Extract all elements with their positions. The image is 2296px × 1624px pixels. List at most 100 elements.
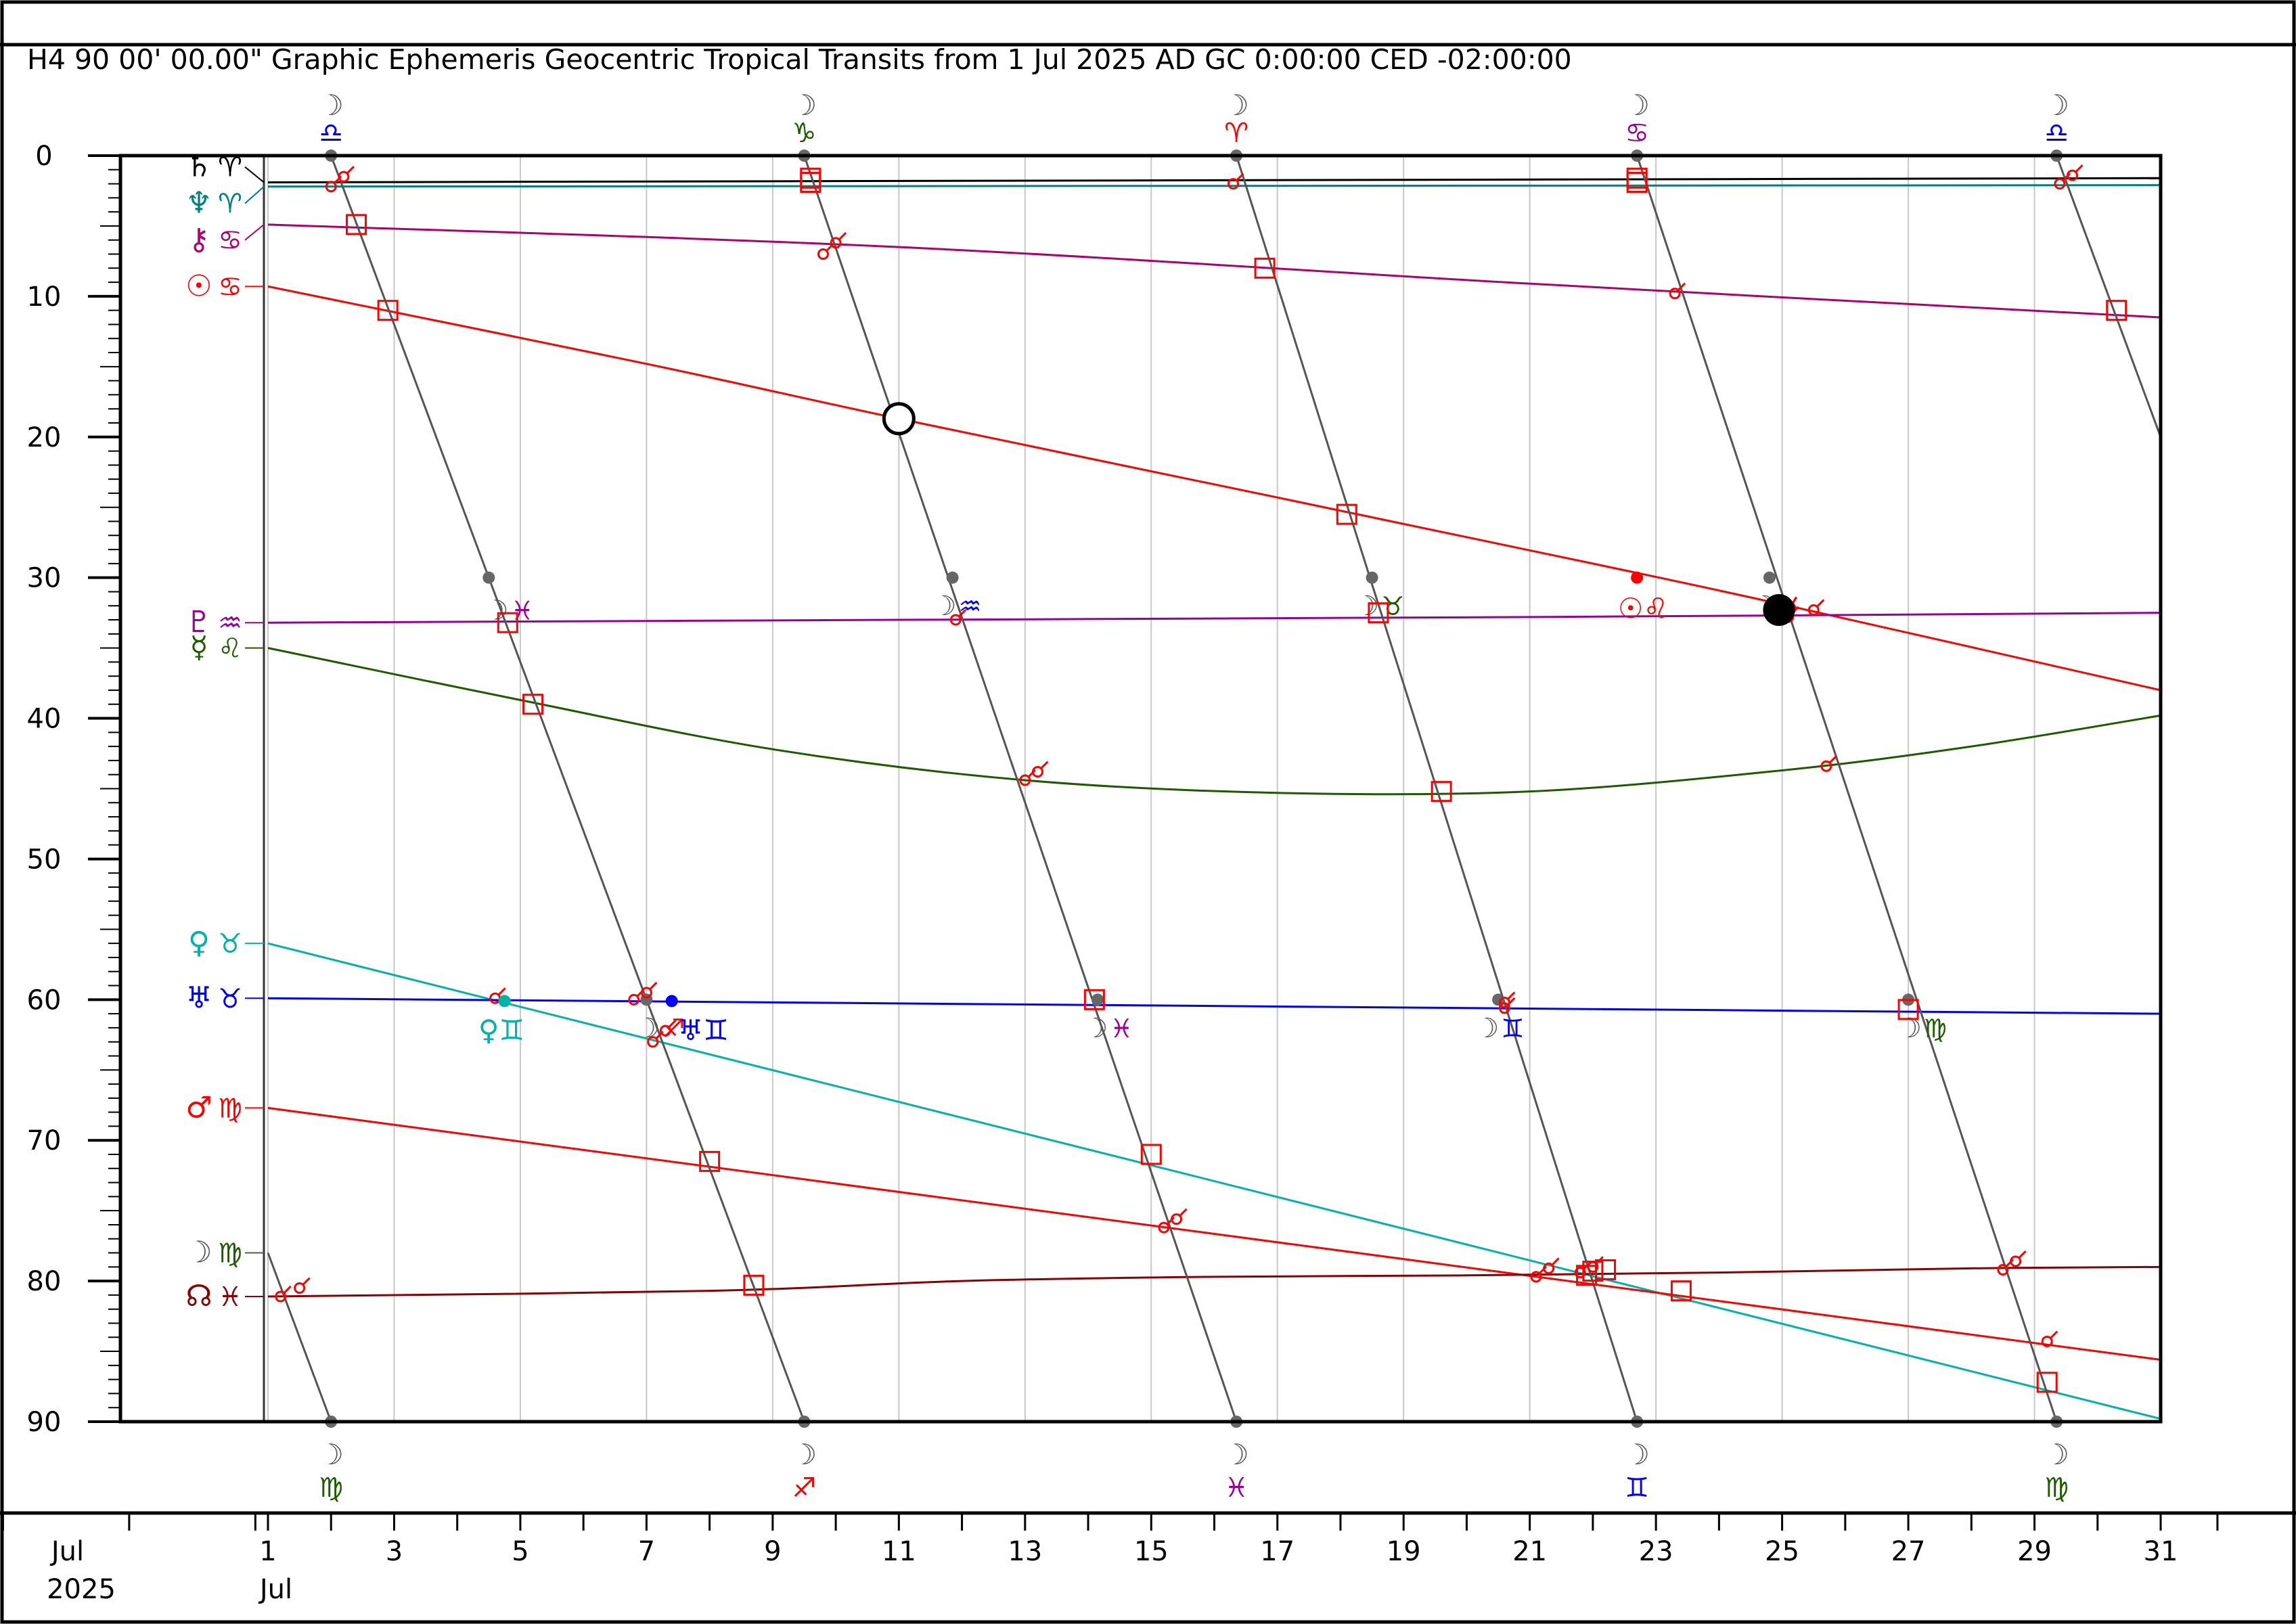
full-moon-marker — [882, 402, 916, 436]
series-sign-node: ♓ — [218, 1282, 242, 1313]
aspect-glyph-stem — [497, 987, 506, 996]
aspect-glyph — [1498, 996, 1510, 1008]
series-sign-chiron: ♋ — [218, 225, 242, 256]
moon-mid-dot — [1091, 993, 1104, 1006]
x-tick-label: 17 — [1260, 1536, 1295, 1567]
series-line-pluto — [267, 612, 2161, 624]
aspect-glyph-stem — [2005, 1259, 2014, 1267]
aspect-glyph — [628, 993, 640, 1006]
moon-ingress-sign: ♍ — [1924, 1014, 1947, 1043]
aspect-glyph — [2054, 178, 2066, 190]
moon-segment — [1636, 155, 2058, 1422]
square-aspect — [1368, 602, 1389, 624]
series-line-saturn — [267, 177, 2161, 183]
aspect-glyph-stem — [649, 981, 658, 990]
moon-top-glyph: ☽ — [2044, 89, 2069, 122]
annotation-label: ☉♌ — [1618, 591, 1669, 625]
moon-bottom-glyph: ☽ — [318, 1438, 344, 1471]
aspect-glyph — [1543, 1262, 1555, 1274]
moon-ingress-glyph: ☽ — [1475, 1013, 1499, 1044]
aspect-marks: ♀♊ ♅♊ ☉♌ — [275, 164, 2128, 1393]
series-sign-neptune: ♈ — [218, 189, 242, 220]
aspect-glyph — [1669, 288, 1681, 300]
station-dot — [1631, 571, 1644, 584]
x-start-month: Jul — [49, 1536, 84, 1567]
aspect-glyph-stem — [668, 1020, 677, 1029]
series-glyph-neptune: ♆ — [185, 186, 212, 221]
moon-segment — [330, 155, 805, 1422]
y-tick-label: 60 — [27, 985, 62, 1016]
x-first-month-label: Jul — [258, 1574, 292, 1605]
aspect-glyph — [275, 1290, 287, 1303]
aspect-glyph — [949, 614, 962, 626]
aspect-glyph — [1498, 1002, 1510, 1014]
square-aspect — [346, 214, 367, 235]
series-glyph-pluto: ♇ — [185, 605, 212, 639]
planet-lines — [267, 177, 2161, 1420]
aspect-glyph-stem — [283, 1285, 292, 1294]
series-leader-neptune — [244, 185, 265, 204]
moon-top-sign: ♎ — [319, 118, 343, 149]
y-tick-label: 20 — [27, 422, 62, 453]
series-line-chiron — [267, 223, 2161, 319]
series-sign-sun: ♋ — [218, 271, 242, 302]
aspect-glyph — [294, 1282, 306, 1294]
series-line-uranus — [267, 997, 2161, 1015]
moon-ingress-sign: ♐ — [662, 1014, 685, 1043]
moon-ingress-glyph: ☽ — [1083, 1013, 1108, 1044]
aspect-glyph-stem — [1040, 761, 1049, 769]
moon-segment — [1235, 155, 1638, 1422]
moon-ingress-sign: ♓ — [511, 595, 534, 625]
series-line-node — [267, 1265, 2161, 1298]
moon-segment — [2055, 155, 2162, 438]
aspect-glyph — [659, 1024, 671, 1037]
moon-top-sign: ♈ — [1224, 118, 1248, 149]
series-glyph-node: ☊ — [185, 1279, 212, 1313]
annotation-label: ♅♊ — [678, 1014, 729, 1047]
moon-mid-dot — [1763, 571, 1776, 584]
aspect-glyph-stem — [2018, 1250, 2027, 1259]
aspect-glyph — [647, 1036, 659, 1048]
aspect-glyph-stem — [1179, 1208, 1188, 1217]
x-tick-label: 7 — [638, 1536, 655, 1567]
moon-bottom-glyph: ☽ — [1223, 1438, 1249, 1471]
aspect-glyph-stem — [1678, 282, 1686, 291]
x-tick-label: 31 — [2144, 1536, 2178, 1567]
x-tick-label: 15 — [1134, 1536, 1169, 1567]
moon-mid-dot — [946, 571, 959, 584]
y-tick-label: 70 — [27, 1125, 62, 1156]
aspect-glyph-stem — [1538, 1265, 1548, 1274]
y-tick-label: 0 — [35, 141, 52, 172]
moon-sign-left: ♍ — [218, 1238, 242, 1269]
moon-top-sign: ♋ — [1625, 118, 1649, 149]
moon-ingress-sign: ♒ — [959, 591, 982, 621]
aspect-glyph — [1820, 760, 1832, 772]
station-dot — [498, 995, 511, 1008]
square-aspect — [1626, 167, 1648, 189]
new-moon-marker — [1763, 593, 1795, 626]
square-aspect — [522, 694, 544, 715]
aspect-glyph-stem — [1236, 173, 1244, 181]
annotation-label: ♀♊ — [478, 1014, 524, 1047]
aspect-glyph — [1031, 766, 1043, 778]
x-tick-label: 27 — [1891, 1536, 1926, 1567]
series-glyph-uranus: ♅ — [185, 980, 212, 1015]
series-line-mercury — [267, 647, 2161, 796]
planet-labels: ♄ ♈♆ ♈⚷ ♋☉ ♋♇ ♒☿ ♌♀ ♉♅ ♉♂ ♍☊ ♓☽ ♍ — [185, 150, 265, 1313]
square-aspect — [1670, 1280, 1692, 1302]
moon-top-glyph: ☽ — [792, 89, 817, 122]
moon-mid-dot — [482, 571, 495, 584]
aspect-glyph — [1019, 774, 1031, 786]
series-glyph-venus: ♀ — [188, 926, 210, 960]
aspect-glyph-stem — [2075, 164, 2084, 173]
x-start-year: 2025 — [47, 1574, 116, 1605]
x-tick-label: 29 — [2017, 1536, 2052, 1567]
square-aspect — [1431, 781, 1452, 803]
y-tick-label: 30 — [27, 563, 62, 594]
moon-mid-dot — [1492, 993, 1505, 1006]
series-sign-uranus: ♉ — [218, 983, 242, 1014]
aspect-glyph-stem — [2050, 1330, 2058, 1339]
aspect-glyph — [640, 987, 652, 999]
